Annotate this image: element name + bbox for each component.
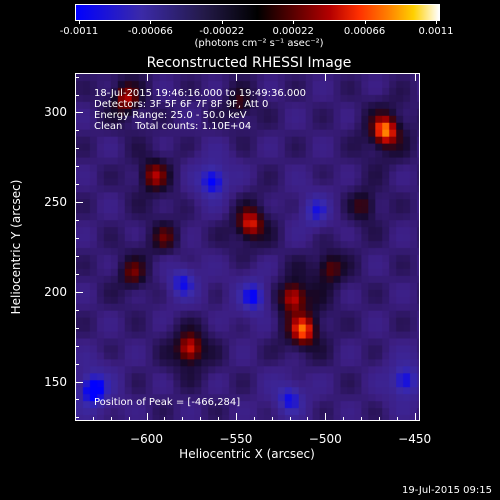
x-tick-label: −450 — [398, 432, 432, 446]
info-clean-counts: Clean Total counts: 1.10E+04 — [94, 121, 252, 132]
plot-area: 18-Jul-2015 19:46:16.000 to 19:49:36.000… — [75, 73, 420, 421]
colorbar-tick-label: 0.0011 — [418, 26, 454, 37]
y-tick-mark — [75, 291, 83, 293]
x-minor-tick — [271, 417, 273, 421]
colorbar — [75, 4, 440, 21]
x-axis-label: Heliocentric X (arcsec) — [179, 447, 315, 461]
x-tick-mark — [414, 413, 416, 421]
y-minor-tick — [75, 345, 79, 347]
colorbar-tick-mark — [79, 20, 80, 24]
colorbar-tick-label: -0.00066 — [127, 26, 173, 37]
y-axis-label: Heliocentric Y (arcsec) — [9, 179, 23, 315]
y-minor-tick — [75, 238, 79, 240]
y-tick-mark — [75, 112, 83, 114]
x-minor-tick — [92, 417, 94, 421]
y-minor-tick — [75, 273, 79, 275]
y-minor-tick — [75, 363, 79, 365]
x-tick-mark — [325, 73, 327, 81]
x-minor-tick — [110, 417, 112, 421]
y-minor-tick — [75, 399, 79, 401]
x-minor-tick — [200, 417, 202, 421]
colorbar-tick-label: -0.00022 — [199, 26, 245, 37]
x-minor-tick — [128, 417, 130, 421]
colorbar-tick-mark — [150, 20, 152, 24]
x-tick-mark — [414, 73, 416, 81]
colorbar-tick-mark — [364, 20, 366, 24]
x-minor-tick — [164, 417, 166, 421]
peak-position-label: Position of Peak = [-466,284] — [94, 397, 241, 408]
x-minor-tick — [218, 417, 219, 421]
y-tick-label: 200 — [44, 284, 67, 299]
x-minor-tick — [378, 417, 380, 421]
colorbar-tick-label: 0.00022 — [272, 26, 314, 37]
colorbar-tick-mark — [436, 20, 437, 24]
y-minor-tick — [75, 130, 79, 132]
y-tick-label: 250 — [44, 195, 67, 210]
y-tick-label: 300 — [44, 105, 67, 120]
info-time-range: 18-Jul-2015 19:46:16.000 to 19:49:36.000 — [94, 88, 306, 99]
x-tick-mark — [146, 413, 148, 421]
colorbar-unit-label: (photons cm⁻² s⁻¹ asec⁻²) — [194, 38, 324, 49]
x-tick-label: −600 — [130, 432, 163, 446]
info-energy-range: Energy Range: 25.0 - 50.0 keV — [94, 110, 247, 121]
y-tick-mark — [75, 381, 83, 383]
x-minor-tick — [396, 417, 398, 421]
y-minor-tick — [75, 184, 79, 186]
x-tick-mark — [235, 73, 237, 81]
x-minor-tick — [182, 417, 184, 421]
y-tick-label: 150 — [44, 374, 67, 389]
colorbar-tick-mark — [293, 20, 295, 24]
x-minor-tick — [253, 417, 255, 421]
x-minor-tick — [361, 417, 362, 421]
colorbar-tick-label: 0.00066 — [343, 26, 386, 37]
chart-title: Reconstructed RHESSI Image — [146, 55, 352, 71]
x-tick-mark — [235, 413, 237, 421]
y-tick-mark — [75, 202, 83, 204]
timestamp: 19-Jul-2015 09:15 — [401, 485, 492, 496]
x-minor-tick — [307, 417, 309, 421]
y-minor-tick — [75, 255, 79, 257]
heatmap-image — [76, 74, 419, 420]
y-minor-tick — [75, 327, 79, 329]
colorbar-tick-label: -0.0011 — [59, 26, 99, 37]
colorbar-tick-mark — [221, 20, 223, 24]
y-minor-tick — [75, 148, 79, 150]
x-tick-mark — [146, 73, 148, 81]
x-minor-tick — [289, 417, 291, 421]
y-minor-tick — [75, 309, 79, 311]
y-minor-tick — [75, 220, 79, 222]
y-minor-tick — [75, 94, 79, 96]
y-minor-tick — [75, 166, 79, 168]
x-tick-label: −550 — [219, 432, 253, 446]
info-detectors: Detectors: 3F 5F 6F 7F 8F 9F, Att 0 — [94, 99, 269, 110]
x-minor-tick — [343, 417, 345, 421]
y-minor-tick — [75, 417, 79, 419]
y-minor-tick — [75, 76, 79, 78]
x-tick-label: −500 — [308, 432, 342, 446]
x-tick-mark — [325, 413, 327, 421]
